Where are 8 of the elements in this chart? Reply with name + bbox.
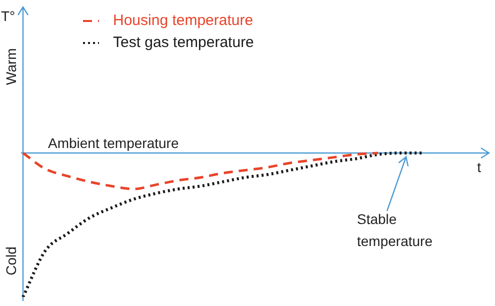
text: Warm <box>2 48 19 86</box>
ref-line-label: Ambient temperature <box>48 134 179 151</box>
legend-label: Test gas temperature <box>113 34 254 52</box>
annotation: Stable temperature <box>357 210 433 249</box>
text: Cold <box>2 246 19 276</box>
x-axis-title: t <box>477 158 482 175</box>
text: T° <box>1 8 16 24</box>
legend-label: Housing temperature <box>113 12 254 30</box>
